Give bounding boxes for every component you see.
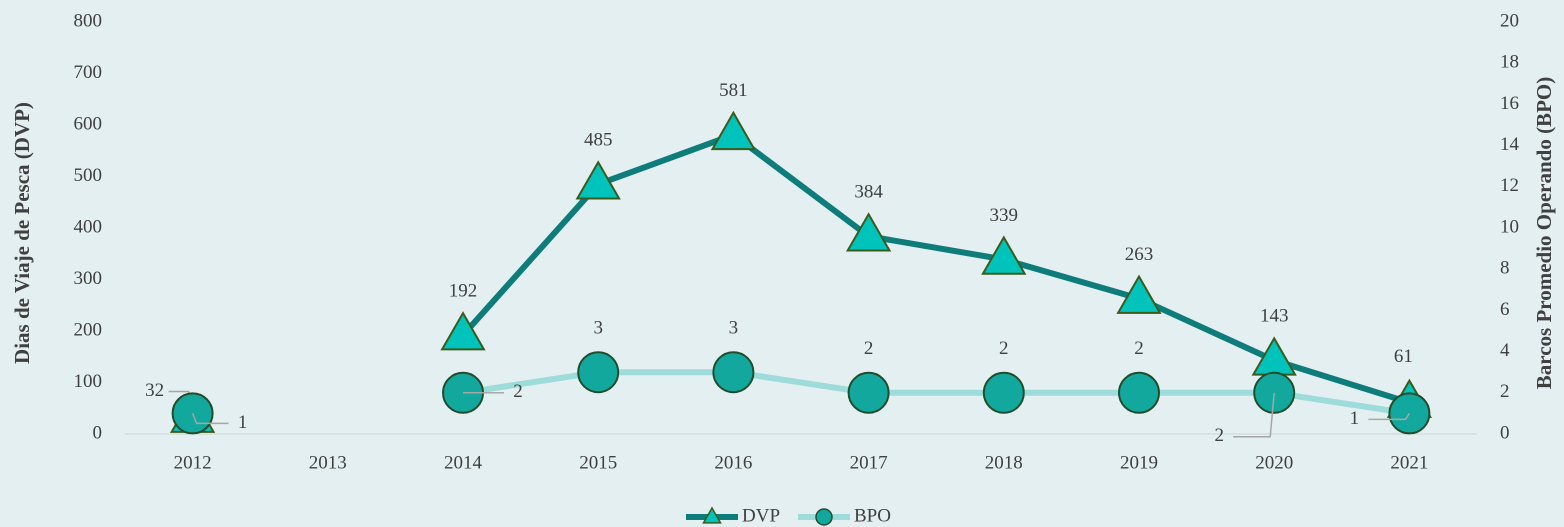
circle-marker (577, 351, 620, 394)
x-tick-label: 2015 (579, 452, 617, 473)
y2-tick-label: 8 (1500, 258, 1510, 279)
circle-marker (847, 371, 890, 414)
y-tick-label: 600 (74, 113, 103, 134)
series-line (460, 131, 1411, 406)
y-tick-label: 800 (74, 10, 103, 31)
triangle-marker (981, 235, 1027, 275)
y2-tick-label: 12 (1500, 175, 1519, 196)
data-label: 1 (238, 412, 248, 433)
data-label: 143 (1260, 306, 1289, 327)
y2-tick-label: 2 (1500, 381, 1510, 402)
triangle-marker (845, 212, 892, 252)
y2-tick-label: 10 (1500, 216, 1519, 237)
y2-tick-label: 20 (1500, 10, 1519, 31)
x-tick-label: 2014 (444, 452, 483, 473)
x-tick-label: 2016 (714, 452, 752, 473)
data-label: 192 (449, 280, 478, 301)
circle-marker (712, 351, 755, 394)
data-label: 2 (999, 338, 1009, 359)
leader-line (1368, 412, 1411, 421)
x-tick-label: 2019 (1120, 452, 1158, 473)
legend-label: DVP (742, 505, 780, 526)
y-tick-label: 300 (74, 268, 103, 289)
legend-label: BPO (854, 505, 891, 526)
data-label: 3 (593, 318, 603, 339)
y-tick-label: 0 (93, 422, 103, 443)
triangle-marker (440, 311, 486, 351)
data-label: 2 (513, 381, 523, 402)
data-label: 32 (145, 380, 164, 401)
x-tick-label: 2020 (1255, 452, 1293, 473)
data-label: 2 (1134, 338, 1144, 359)
y2-tick-label: 0 (1500, 422, 1510, 443)
triangle-marker (575, 160, 621, 200)
triangle-marker (710, 110, 757, 151)
y2-tick-label: 14 (1500, 134, 1520, 155)
y2-tick-label: 6 (1500, 299, 1510, 320)
leader-line (191, 413, 229, 425)
y-tick-label: 700 (74, 62, 103, 83)
circle-marker (1118, 371, 1160, 414)
y-axis-title: Dias de Viaje de Pesca (DVP) (10, 102, 34, 364)
x-tick-label: 2018 (985, 452, 1023, 473)
y-tick-label: 400 (74, 216, 103, 237)
data-label: 581 (719, 80, 748, 101)
data-label: 3 (729, 318, 739, 339)
y2-tick-label: 16 (1500, 93, 1519, 114)
y2-axis-title: Barcos Promedio Operando (BPO) (1532, 77, 1556, 389)
leader-line (1233, 392, 1275, 438)
y2-tick-label: 4 (1500, 340, 1510, 361)
x-tick-label: 2017 (850, 452, 888, 473)
y-tick-label: 100 (74, 371, 103, 392)
x-tick-label: 2021 (1390, 452, 1428, 473)
data-label: 61 (1394, 346, 1413, 367)
data-label: 2 (1214, 425, 1224, 446)
series-line (462, 369, 1410, 417)
data-label: 384 (854, 182, 883, 203)
data-label: 339 (990, 205, 1019, 226)
y-tick-label: 200 (74, 319, 103, 340)
x-tick-label: 2013 (309, 452, 347, 473)
data-label: 485 (584, 130, 613, 151)
legend-marker (702, 506, 722, 524)
x-tick-label: 2012 (174, 452, 212, 473)
y-tick-label: 500 (74, 165, 103, 186)
data-label: 2 (864, 338, 874, 359)
legend-marker (815, 508, 833, 526)
circle-marker (982, 371, 1025, 414)
data-label: 1 (1350, 408, 1360, 429)
y2-tick-label: 18 (1500, 52, 1519, 73)
triangle-marker (1116, 274, 1162, 314)
data-label: 263 (1125, 244, 1154, 265)
